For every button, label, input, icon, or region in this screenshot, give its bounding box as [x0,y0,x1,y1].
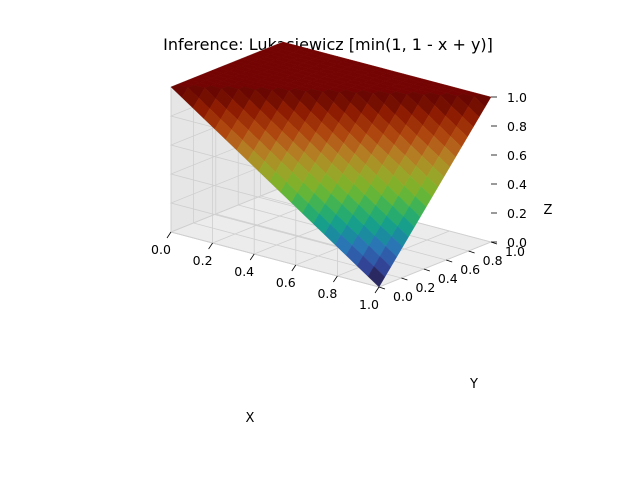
gridline-y [192,78,402,279]
x-tick-mark [249,253,255,261]
y-tick-label: 1.0 [505,244,525,259]
x-tick-mark [291,264,297,272]
y-tick-mark [423,268,430,272]
z-tick-label: 0.6 [507,148,527,163]
y-tick-mark [378,286,386,290]
x-tick-label: 0.0 [151,242,171,257]
y-tick-label: 0.2 [415,280,435,295]
y-tick-label: 0.0 [393,289,413,304]
z-tick-label: 0.4 [507,177,527,192]
z-tick-label: 1.0 [507,90,527,105]
z-tick-label: 0.0 [507,235,527,250]
x-tick-label: 0.2 [193,253,213,268]
chart-title: Inference: Lukasiewicz [min(1, 1 - x + y… [163,35,493,54]
y-tick-mark [401,277,408,281]
y-tick-label: 0.4 [438,271,458,286]
gridline-z [169,157,380,259]
x-tick-mark [208,242,213,250]
x-tick-label: 0.8 [317,286,337,301]
y-tick-label: 0.8 [483,253,503,268]
tick-labels: 0.00.20.40.60.81.00.00.20.40.60.81.00.00… [151,90,527,312]
z-tick-label: 0.8 [507,119,527,134]
y-tick-mark [468,250,475,254]
surface-plot [170,41,492,288]
x-tick-mark [374,286,380,294]
surface-facet [367,266,386,288]
x-tick-mark [333,275,338,283]
x-axis-label: X [246,411,255,426]
x-tick-label: 1.0 [359,297,379,312]
x-tick-label: 0.4 [234,264,254,279]
y-tick-mark [446,259,453,263]
x-tick-label: 0.6 [276,275,296,290]
z-axis-label: Z [544,203,553,218]
x-tick-mark [166,231,172,239]
z-tick-label: 0.2 [507,206,527,221]
y-tick-label: 0.6 [460,262,480,277]
y-axis-label: Y [469,377,478,392]
gridline-floor-x [378,241,492,288]
